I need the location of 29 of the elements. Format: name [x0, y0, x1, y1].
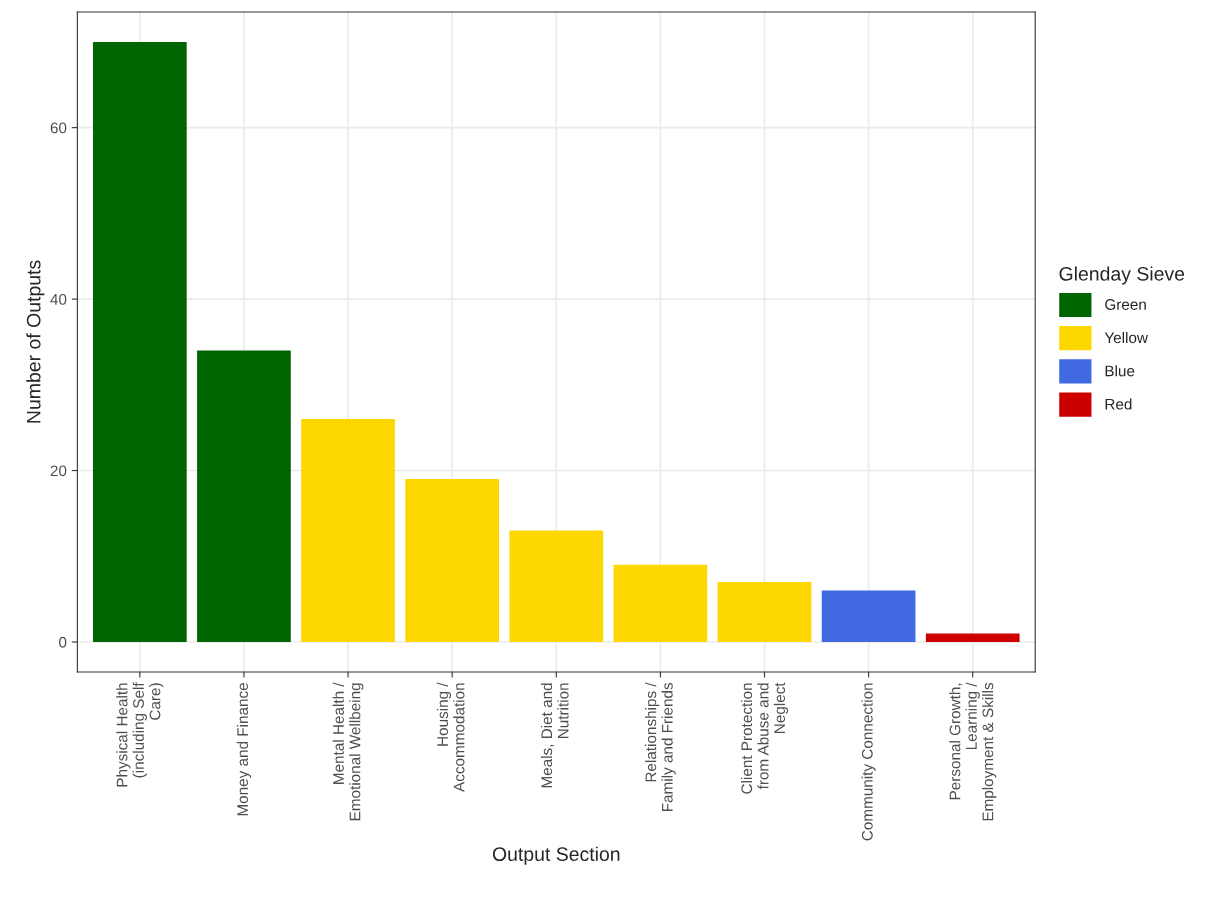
bar: [717, 581, 812, 642]
x-axis-title: Output Section: [492, 846, 620, 865]
x-tick-label: Mental Health / Emotional Wellbeing: [332, 682, 364, 821]
y-tick-label: 40: [50, 293, 67, 305]
y-tick-label: 20: [50, 465, 67, 477]
y-tick-label: 0: [59, 636, 67, 648]
bar: [405, 479, 500, 642]
legend-label: Red: [1105, 398, 1132, 410]
x-tick-label: Personal Growth, Learning / Employment & Skills: [949, 682, 997, 821]
y-axis-title: Number of Outputs: [26, 260, 45, 423]
legend-label: Green: [1105, 299, 1146, 310]
x-tick-label: Meals, Diet and Nutrition: [540, 683, 569, 788]
bar: [301, 419, 395, 642]
x-tick-label: Community Connection: [861, 683, 876, 841]
bar: [197, 350, 291, 642]
x-tick-label: Housing / Accommodation: [436, 682, 465, 792]
bar: [509, 530, 604, 642]
bar: [821, 590, 916, 642]
x-tick-label: Relationships / Family and Friends: [645, 682, 676, 812]
legend-title: Glenday Sieve: [1059, 266, 1185, 285]
x-tick-label: Client Protection from Abuse and Neglect: [740, 682, 789, 794]
legend-label: Blue: [1105, 365, 1135, 377]
y-tick-label: 60: [50, 122, 67, 134]
bar: [925, 633, 1020, 642]
bar: [92, 41, 187, 642]
bar: [613, 564, 708, 642]
x-tick-label: Money and Finance: [236, 683, 252, 816]
x-tick-label: Physical Health (including Self Care): [116, 682, 164, 787]
legend-label: Yellow: [1104, 331, 1149, 344]
